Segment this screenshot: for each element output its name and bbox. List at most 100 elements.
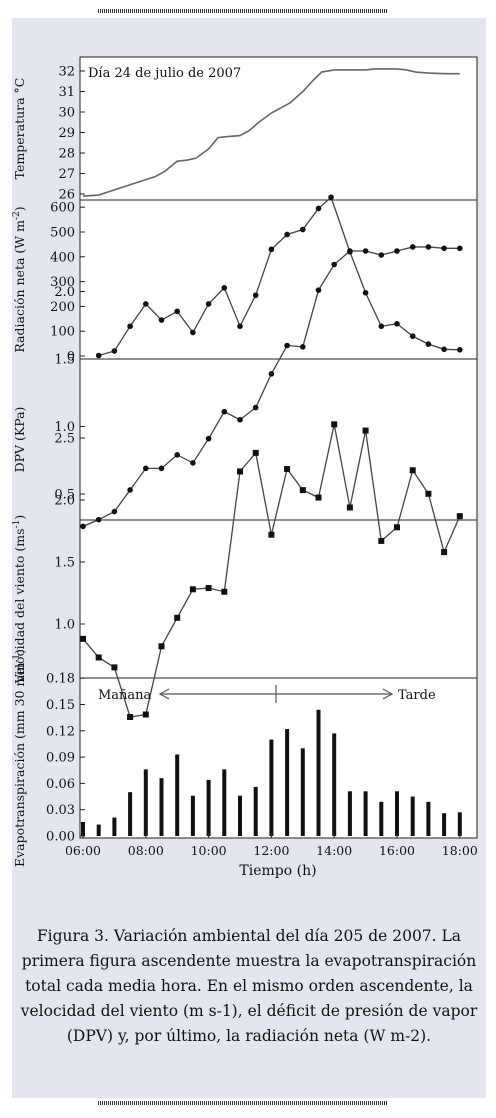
y-tick-label-4: 2.0 [54,494,75,509]
radiation-point [284,231,290,238]
dpv-point [143,465,149,472]
y-axis-title-3: DPV (KPa) [12,407,27,473]
et-bar [410,796,415,836]
et-bar [159,778,164,836]
morning-label: Mañana [98,688,152,703]
et-bar [285,729,290,836]
y-tick-label-1: 30 [58,106,75,121]
y-tick-label-2: 100 [50,325,75,340]
radiation-point [425,341,432,347]
dpv-point [174,452,180,458]
dpv-point [457,245,463,252]
et-bar [363,791,368,836]
dpv-point [378,252,385,258]
et-bar [190,795,195,836]
et-bar [457,812,462,836]
y-tick-label-4: 1.0 [54,618,75,633]
x-tick-label: 08:00 [128,843,164,858]
radiation-point [268,246,275,253]
dpv-point [409,244,416,250]
wind-point [425,490,432,497]
dpv-point [284,342,290,349]
wind-point [95,654,102,661]
dpv-point [127,487,133,493]
dpv-point [268,371,275,377]
dpv-point [252,404,259,411]
y-tick-label-5: 0.15 [46,698,75,713]
et-bar [269,739,274,836]
wind-point [378,537,385,544]
et-bar [128,792,133,836]
wind-point [299,487,306,494]
x-tick-label: 18:00 [442,843,478,858]
chart-frame-2 [79,199,478,360]
y-tick-label-2: 400 [50,250,75,265]
y-tick-label-2: 600 [50,201,75,216]
dpv-point [205,435,212,442]
dpv-point [347,248,353,254]
dpv-point [441,245,447,252]
chart-frame-1 [79,56,478,201]
wind-point [174,614,181,621]
y-tick-label-5: 0.18 [46,672,75,687]
radiation-point [328,194,334,201]
y-axis-title-2: Radiación neta (W m-2) [12,206,27,352]
wind-point [456,513,463,520]
radiation-point [362,289,369,296]
x-tick-label: 06:00 [65,843,101,858]
et-bar [96,824,101,836]
y-tick-label-4: 1.5 [54,556,75,571]
y-axis-title-5: Evapotranspiración (mm 30 min-1) [12,649,27,867]
wind-point [237,468,243,475]
radiation-point [143,301,149,307]
wind-point [205,585,212,592]
radiation-point [409,333,416,339]
wind-point [127,714,134,720]
radiation-point [252,292,259,299]
x-tick-label: 10:00 [191,843,227,858]
y-tick-label-5: 0.00 [46,830,75,845]
radiation-point [237,323,243,330]
dpv-point [190,460,196,466]
bottom-decorative-rule [98,1101,388,1105]
x-tick-label: 12:00 [253,843,289,858]
radiation-line [98,196,460,357]
dpv-point [315,287,322,293]
wind-point [284,466,291,472]
radiation-point [315,205,322,212]
et-bar [379,801,384,836]
wind-point [315,494,322,501]
chart-frame-3 [79,358,478,521]
et-bar [206,779,211,836]
wind-point [362,427,369,434]
wind-point [158,643,165,650]
y-tick-label-1: 32 [58,65,75,80]
et-bar [238,795,242,836]
y-tick-label-1: 31 [58,85,75,100]
radiation-point [190,329,196,336]
et-bar [253,786,258,836]
et-bar [300,748,305,836]
y-tick-label-2: 500 [50,226,75,241]
chart-frame-4 [79,519,478,679]
radiation-point [111,348,118,354]
radiation-point [441,346,447,353]
y-tick-label-5: 0.06 [46,777,75,792]
et-bar [81,821,85,836]
y-tick-label-1: 27 [58,167,75,182]
date-annotation: Día 24 de julio de 2007 [88,66,241,81]
y-tick-label-1: 29 [58,126,75,141]
dpv-point [237,416,243,423]
radiation-point [394,320,400,327]
y-tick-label-1: 28 [58,147,75,162]
wind-point [252,449,259,456]
y-tick-label-4: 2.5 [54,432,75,447]
afternoon-label: Tarde [398,688,436,703]
y-tick-label-3: 1.0 [54,420,75,435]
radiation-point [300,226,306,233]
temperature-line [82,68,460,197]
radiation-point [378,323,385,330]
wind-point [111,664,118,671]
wind-point [409,467,416,474]
dpv-point [95,516,102,523]
